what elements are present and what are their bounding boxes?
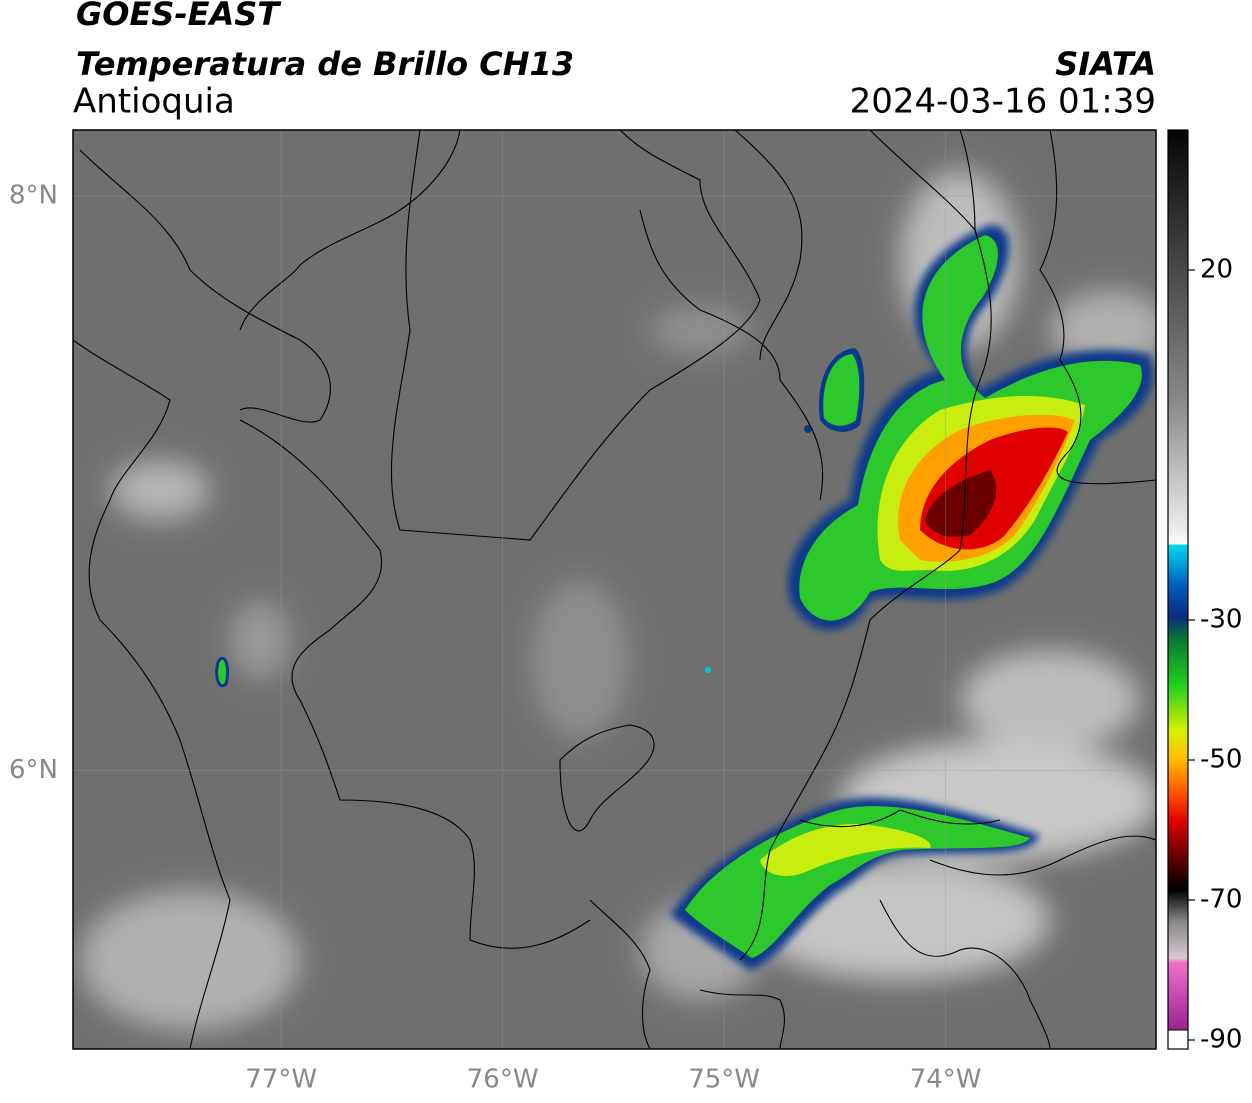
colorbar-tick-label: -30 (1200, 605, 1242, 635)
colorbar-ticks: 20 -30 -50 -70 -90 (1188, 255, 1242, 1055)
subtitle: Temperatura de Brillo CH13 (76, 45, 574, 83)
y-tick-label: 6°N (9, 755, 58, 785)
storm-south (215, 656, 1040, 970)
source: SIATA (1055, 45, 1156, 83)
axis-ticks: 77°W 76°W 75°W 74°W 8°N 6°N (9, 181, 981, 1095)
colorbar-tick-label: -70 (1200, 885, 1242, 915)
boundaries (73, 130, 1156, 1049)
map (73, 130, 1156, 1049)
colorbar-tick-label: -50 (1200, 745, 1242, 775)
x-tick-label: 77°W (245, 1065, 317, 1095)
colorbar-under (1167, 1029, 1189, 1050)
region: Antioquia (73, 82, 235, 122)
colorbar (1168, 130, 1188, 1040)
y-tick-label: 8°N (9, 181, 58, 211)
colorbar-frame (1167, 129, 1189, 1050)
colorbar-tick-label: -90 (1200, 1025, 1242, 1055)
datetime: 2024-03-16 01:39 (850, 82, 1156, 122)
storm-north (788, 225, 1154, 630)
graticule (73, 130, 1156, 1049)
x-tick-label: 75°W (688, 1065, 760, 1095)
x-tick-label: 76°W (467, 1065, 539, 1095)
x-tick-label: 74°W (910, 1065, 982, 1095)
colorbar-tick-label: 20 (1200, 255, 1233, 285)
map-frame (72, 129, 1157, 1050)
title: GOES-EAST (76, 0, 281, 33)
